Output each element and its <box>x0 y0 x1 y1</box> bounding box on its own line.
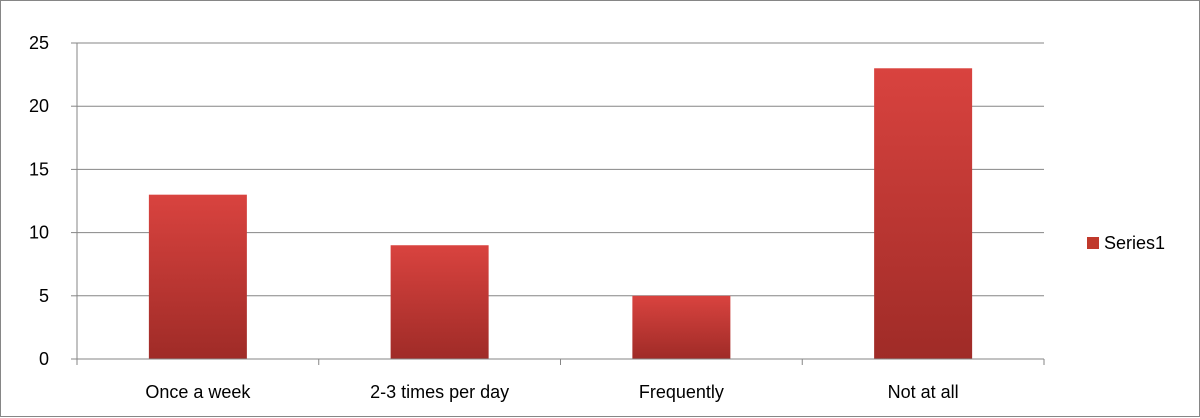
bars <box>148 68 973 359</box>
bar-frequently <box>632 295 731 359</box>
bar-once-a-week <box>148 194 247 359</box>
legend: Series1 <box>1087 233 1165 253</box>
x-tick-label: Once a week <box>145 382 251 402</box>
y-tick-label: 0 <box>39 349 49 369</box>
axes <box>76 43 1045 365</box>
legend-label: Series1 <box>1104 233 1165 253</box>
y-tick-label: 10 <box>29 223 49 243</box>
y-tick-labels: 0 5 10 15 20 25 <box>29 33 49 369</box>
bar-2-3-times-per-day <box>390 245 489 359</box>
legend-swatch <box>1087 237 1099 249</box>
y-tick-label: 20 <box>29 96 49 116</box>
y-tick-label: 25 <box>29 33 49 53</box>
y-tick-label: 15 <box>29 159 49 179</box>
x-tick-labels: Once a week 2-3 times per day Frequently No… <box>145 382 958 402</box>
x-tick-label: 2-3 times per day <box>370 382 509 402</box>
x-tick-label: Not at all <box>888 382 959 402</box>
bar-not-at-all <box>874 68 973 359</box>
y-tick-label: 5 <box>39 286 49 306</box>
x-tick-label: Frequently <box>639 382 724 402</box>
